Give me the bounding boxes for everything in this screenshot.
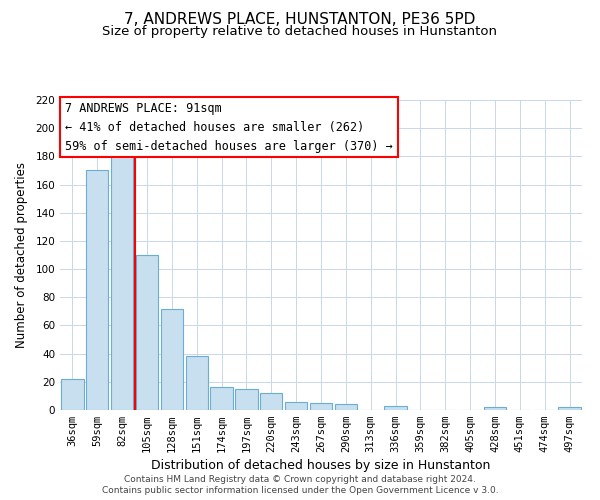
Bar [385, 406, 407, 410]
Bar [161, 308, 183, 410]
Text: 7, ANDREWS PLACE, HUNSTANTON, PE36 5PD: 7, ANDREWS PLACE, HUNSTANTON, PE36 5PD [124, 12, 476, 28]
Bar [136, 255, 158, 410]
Bar [260, 393, 283, 410]
Bar [559, 407, 581, 410]
Bar [285, 402, 307, 410]
Text: Contains HM Land Registry data © Crown copyright and database right 2024.: Contains HM Land Registry data © Crown c… [124, 475, 476, 484]
Text: 7 ANDREWS PLACE: 91sqm
← 41% of detached houses are smaller (262)
59% of semi-de: 7 ANDREWS PLACE: 91sqm ← 41% of detached… [65, 102, 393, 152]
Bar [484, 407, 506, 410]
Bar [235, 389, 257, 410]
Text: Size of property relative to detached houses in Hunstanton: Size of property relative to detached ho… [103, 25, 497, 38]
Bar [211, 388, 233, 410]
Bar [111, 156, 133, 410]
Bar [185, 356, 208, 410]
Bar [335, 404, 357, 410]
Bar [61, 379, 83, 410]
Text: Contains public sector information licensed under the Open Government Licence v : Contains public sector information licen… [101, 486, 499, 495]
Bar [86, 170, 109, 410]
Y-axis label: Number of detached properties: Number of detached properties [16, 162, 28, 348]
X-axis label: Distribution of detached houses by size in Hunstanton: Distribution of detached houses by size … [151, 460, 491, 472]
Bar [310, 403, 332, 410]
